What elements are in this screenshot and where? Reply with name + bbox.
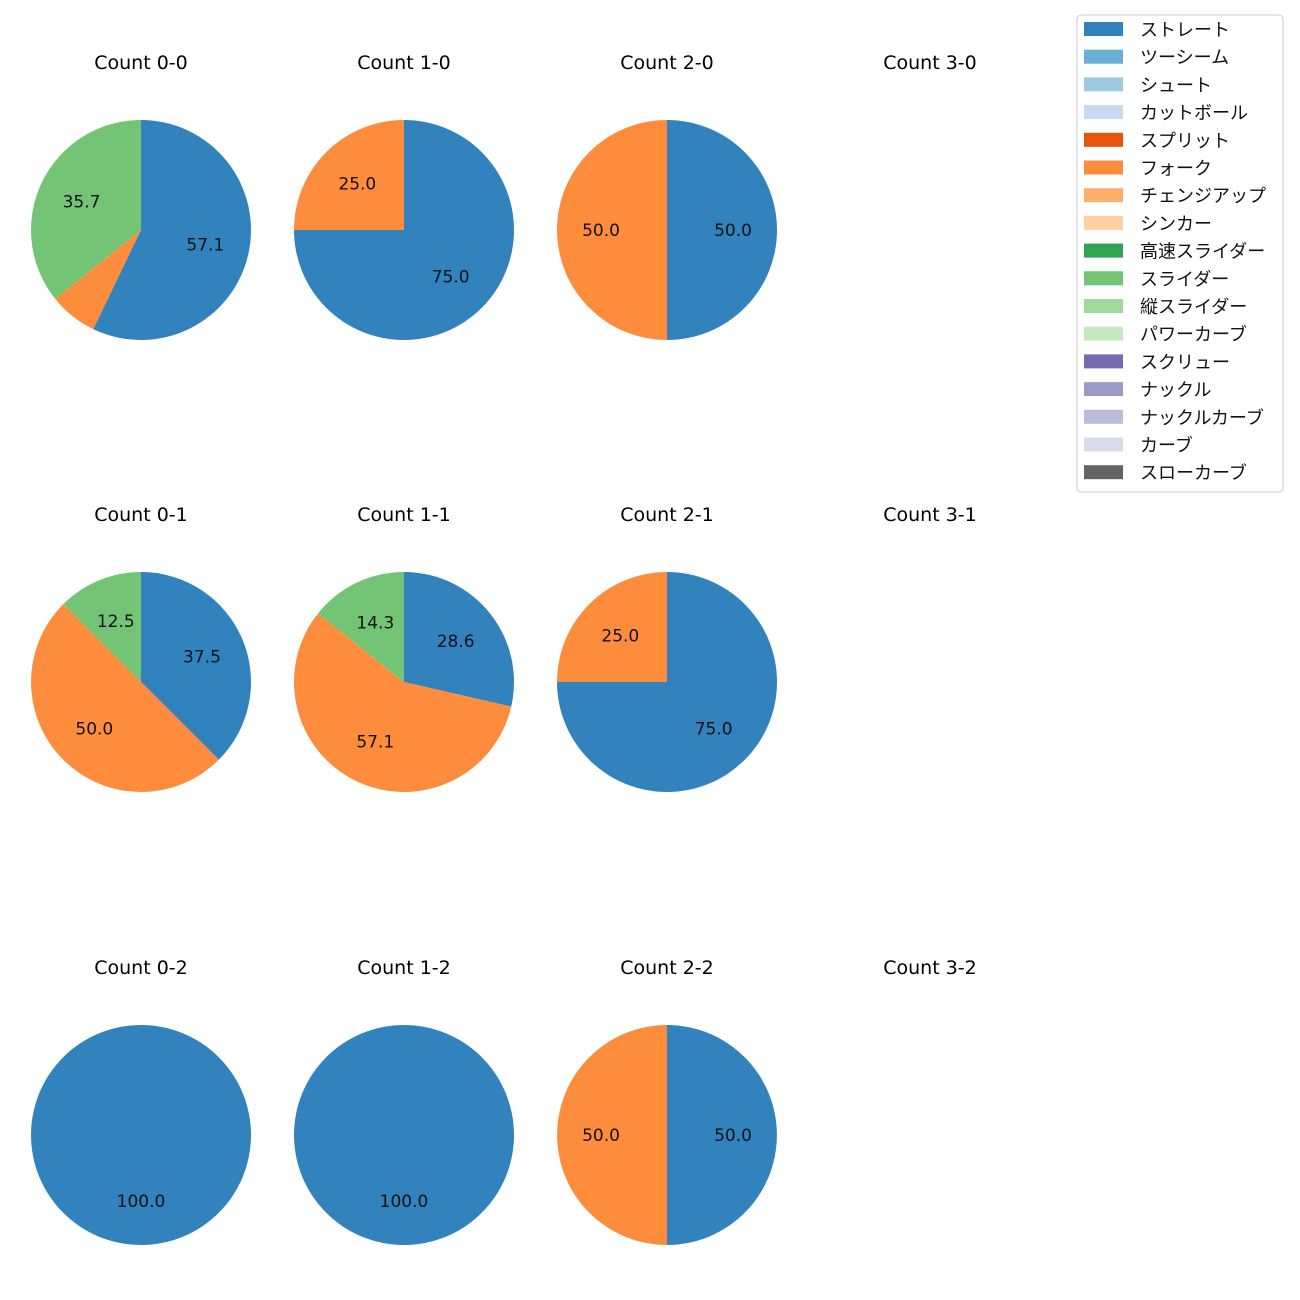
pie-slice-label: 50.0 (582, 221, 620, 241)
pie-subplot: Count 0-1 37.5 50.0 12.5 (31, 504, 251, 792)
legend-label: シンカー (1140, 214, 1212, 235)
pie-slice (294, 1025, 514, 1245)
subplot-title: Count 0-2 (94, 957, 188, 979)
subplot-title: Count 1-2 (357, 957, 451, 979)
legend-label: スクリュー (1140, 352, 1230, 373)
legend-label: ツーシーム (1140, 48, 1229, 69)
legend-frame (1076, 14, 1284, 493)
legend-label: ナックルカーブ (1140, 407, 1264, 429)
pie-slice (667, 1025, 777, 1245)
legend-swatch (1084, 354, 1123, 369)
pie-slice (31, 604, 219, 792)
pie-subplot: Count 3-2 (883, 957, 977, 979)
pie-slice-label: 50.0 (714, 1126, 752, 1146)
pie-subplot: Count 0-0 57.1 35.7 (31, 52, 251, 340)
legend-label: スローカーブ (1140, 462, 1247, 484)
legend-swatch (1084, 188, 1123, 203)
legend-swatch (1084, 22, 1123, 36)
pie-slice-label: 50.0 (582, 1126, 620, 1146)
pie-slice-label: 57.1 (356, 732, 394, 752)
pie-slice-label: 37.5 (183, 648, 221, 668)
pie-subplot: Count 0-2 100.0 (31, 957, 251, 1245)
pie-slice (557, 572, 667, 682)
legend: ストレートツーシームシュートカットボールスプリットフォークチェンジアップシンカー… (1076, 14, 1284, 493)
pie-slice-label: 100.0 (380, 1192, 429, 1212)
legend-swatch (1084, 409, 1123, 424)
legend-label: スプリット (1140, 131, 1230, 152)
legend-swatch (1084, 215, 1123, 230)
legend-label: フォーク (1140, 159, 1212, 180)
subplot-title: Count 2-0 (620, 52, 714, 74)
pie-slice-label: 28.6 (437, 632, 475, 652)
pie-slice (404, 572, 514, 707)
legend-swatch (1084, 105, 1123, 120)
subplot-title: Count 2-1 (620, 504, 714, 526)
legend-label: シュート (1140, 75, 1212, 96)
pie-subplot: Count 2-2 50.0 50.0 (557, 957, 777, 1245)
subplot-title: Count 1-1 (357, 504, 451, 526)
pie-slice-label: 14.3 (356, 614, 394, 634)
pie-slice-label: 50.0 (75, 720, 113, 740)
pie-slice (557, 120, 667, 340)
legend-label: カットボール (1140, 103, 1248, 124)
legend-swatch (1084, 132, 1123, 147)
pie-subplot: Count 3-0 (883, 52, 977, 74)
pie-slice (31, 120, 142, 299)
pie-slice (293, 613, 512, 792)
pie-subplot: Count 1-1 28.6 57.1 14.3 (293, 504, 514, 792)
legend-label: チェンジアップ (1140, 186, 1266, 207)
pie-slice (31, 1025, 251, 1245)
legend-swatch (1084, 160, 1123, 175)
pie-slice (294, 120, 404, 230)
pie-slice (557, 1025, 667, 1245)
pie-subplot: Count 2-0 50.0 50.0 (557, 52, 777, 340)
pie-slice-label: 57.1 (186, 236, 224, 256)
pie-slice-label: 25.0 (601, 626, 639, 646)
legend-swatch (1084, 243, 1123, 258)
pie-slice (667, 120, 777, 340)
pie-slice-label: 75.0 (432, 268, 470, 288)
subplot-title: Count 2-2 (620, 957, 714, 979)
pie-slice-label: 100.0 (117, 1192, 166, 1212)
legend-swatch (1084, 271, 1123, 286)
subplot-title: Count 0-0 (94, 52, 188, 74)
legend-label: スライダー (1140, 269, 1229, 290)
pie-slice (55, 230, 141, 330)
pie-subplot: Count 1-0 75.0 25.0 (294, 52, 514, 340)
legend-swatch (1084, 49, 1123, 64)
pie-slice-label: 25.0 (338, 174, 376, 194)
legend-label: 縦スライダー (1140, 297, 1247, 318)
legend-swatch (1084, 382, 1123, 397)
subplot-title: Count 0-1 (94, 504, 188, 526)
pie-slice (141, 572, 251, 760)
legend-swatch (1084, 465, 1123, 480)
legend-label: カーブ (1140, 435, 1193, 457)
subplot-title: Count 3-0 (883, 52, 977, 74)
pie-subplot: Count 1-2 100.0 (294, 957, 514, 1245)
subplot-title: Count 1-0 (357, 52, 451, 74)
legend-label: 高速スライダー (1140, 242, 1265, 263)
legend-label: パワーカーブ (1140, 324, 1247, 346)
legend-swatch (1084, 299, 1123, 313)
pie-slice (317, 572, 404, 682)
pie-slice-label: 75.0 (695, 720, 733, 740)
pie-slice-label: 50.0 (714, 221, 752, 241)
pie-slice (93, 120, 251, 340)
pie-slice (63, 572, 141, 682)
pie-slice-label: 35.7 (63, 192, 101, 212)
subplot-title: Count 3-1 (883, 504, 977, 526)
subplot-title: Count 3-2 (883, 957, 977, 979)
legend-swatch (1084, 437, 1123, 452)
pie-subplot: Count 2-1 75.0 25.0 (557, 504, 777, 792)
legend-label: ナックル (1140, 380, 1211, 401)
pie-subplot: Count 3-1 (883, 504, 977, 526)
legend-label: ストレート (1140, 20, 1230, 41)
legend-swatch (1084, 326, 1123, 341)
pie-slice-label: 12.5 (97, 612, 135, 632)
legend-swatch (1084, 77, 1123, 92)
